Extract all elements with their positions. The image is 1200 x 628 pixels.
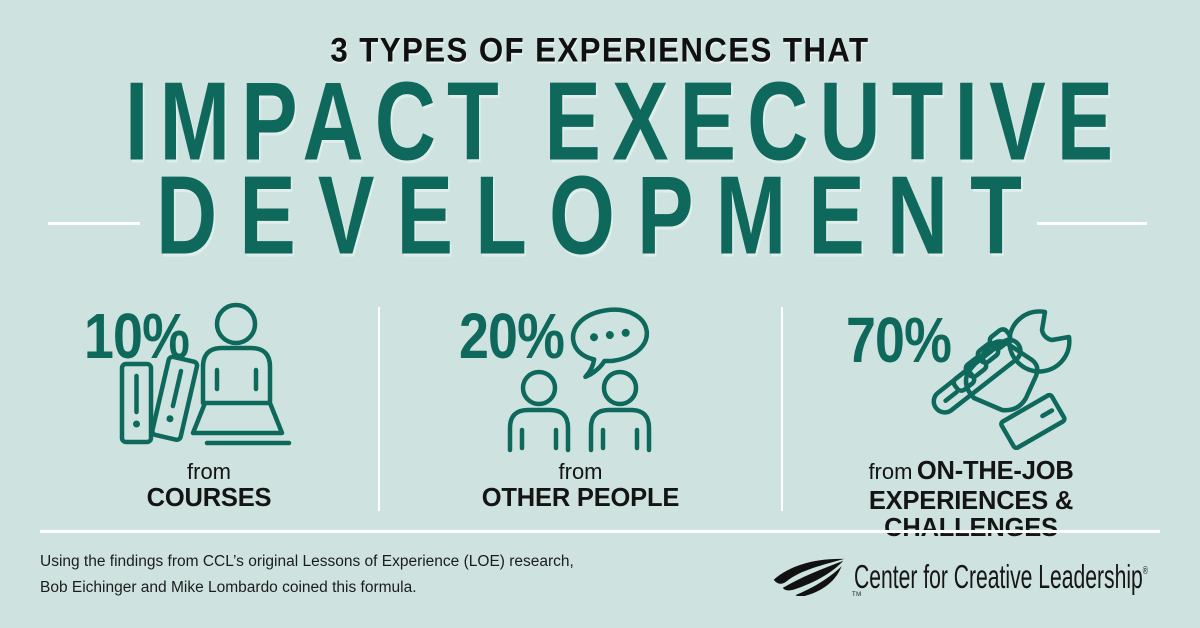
main-title-line2: DEVELOPMENT (155, 153, 1044, 278)
stat-courses: 10% from COURSES (40, 300, 378, 520)
other-people-from-word: from (558, 459, 603, 484)
stat-on-the-job: 70% from ON-THE-JOB (782, 300, 1160, 542)
courses-label-text: COURSES (146, 484, 272, 512)
logo-wordmark: Center for Creative Leadership® (854, 558, 1148, 595)
on-the-job-label-line1: ON-THE-JOB (916, 457, 1074, 485)
source-note: Using the findings from CCL’s original L… (40, 549, 574, 601)
on-the-job-label: from ON-THE-JOB EXPERIENCES & CHALLENGES (782, 458, 1160, 542)
courses-label: from COURSES (40, 458, 378, 512)
hand-holding-wrench-icon (931, 309, 1072, 450)
speech-bubble-two-people-icon (507, 307, 652, 453)
main-title-line1: IMPACT EXECUTIVE (124, 59, 1125, 184)
kicker-heading: 3 TYPES OF EXPERIENCES THAT (0, 30, 1200, 70)
other-people-label: from OTHER PEOPLE (379, 458, 782, 512)
on-the-job-label-line2: EXPERIENCES & CHALLENGES (868, 487, 1074, 542)
on-the-job-from-word: from (868, 459, 913, 484)
column-divider-1 (378, 307, 380, 511)
column-divider-2 (781, 307, 783, 511)
books-and-person-at-desk-icon (119, 302, 292, 446)
logo-trademark-mark: TM (852, 592, 862, 598)
kicker-text: 3 TYPES OF EXPERIENCES THAT (330, 30, 870, 70)
courses-from-word: from (187, 459, 231, 484)
footer-divider-line (40, 530, 1160, 533)
title-flank-line-left (48, 222, 140, 225)
on-the-job-percent-value: 70% (846, 304, 952, 376)
source-note-line2: Bob Eichinger and Mike Lombardo coined t… (40, 579, 417, 596)
other-people-percent-value: 20% (459, 300, 565, 372)
ccl-logo: TM Center for Creative Leadership® (768, 556, 1168, 616)
title-flank-line-right (1037, 222, 1147, 225)
logo-registered-mark: ® (1142, 565, 1148, 577)
other-people-label-text: OTHER PEOPLE (481, 484, 680, 512)
stat-other-people: 20% from OTHER PEOPLE (379, 300, 782, 520)
source-note-line1: Using the findings from CCL’s original L… (40, 553, 574, 570)
ccl-swoosh-icon (773, 558, 845, 596)
